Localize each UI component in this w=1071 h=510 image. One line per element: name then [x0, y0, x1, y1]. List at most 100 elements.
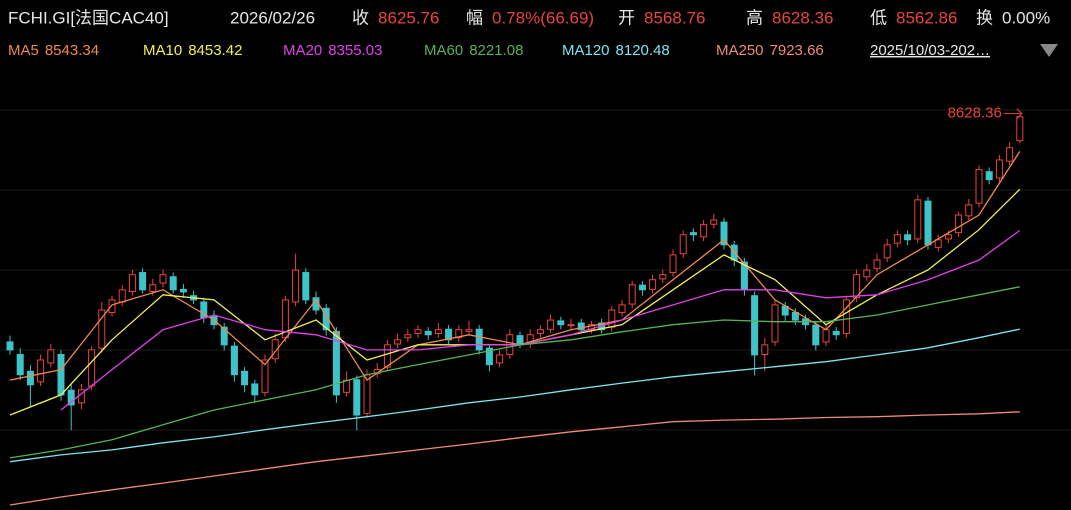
- candle-body: [271, 339, 279, 360]
- candle-body: [710, 219, 718, 225]
- ma-line: [9, 328, 1020, 463]
- quote-value: 0.78%(66.69): [492, 8, 594, 27]
- candle-body: [88, 349, 96, 387]
- high-annotation: 8628.36: [948, 105, 1002, 122]
- candle-body: [557, 320, 565, 326]
- candle-body: [955, 214, 963, 234]
- candle-body: [98, 309, 106, 349]
- candle-body: [383, 344, 391, 368]
- candle-body: [37, 359, 45, 383]
- candle-body: [832, 330, 840, 336]
- legend-name: MA250: [716, 42, 764, 59]
- candle-body: [414, 329, 422, 334]
- plot: 8628.36: [6, 105, 1024, 506]
- candle-body: [6, 341, 14, 351]
- candle-body: [292, 269, 300, 303]
- legend-value: 8453.42: [188, 42, 242, 59]
- candle-body: [914, 199, 922, 240]
- quote-label: 高: [746, 8, 763, 27]
- candle-body: [261, 359, 269, 393]
- candle-body: [577, 322, 585, 331]
- candle-body: [424, 330, 432, 336]
- candle-body: [455, 329, 463, 339]
- quote-value: 8562.86: [896, 8, 957, 27]
- candle-body: [220, 326, 228, 346]
- candle-body: [139, 272, 147, 291]
- candle-body: [445, 328, 453, 341]
- legend-name: MA10: [143, 42, 182, 59]
- candle-body: [516, 335, 524, 346]
- date: 2026/02/26: [230, 8, 315, 27]
- quote-value: 0.00%: [1002, 8, 1050, 27]
- candle-body: [771, 304, 779, 343]
- candle-body: [659, 274, 667, 280]
- candle-body: [434, 329, 442, 334]
- quote-label: 换: [976, 8, 993, 27]
- candle-body: [618, 304, 626, 313]
- candle-body: [975, 169, 983, 204]
- candle-body: [302, 272, 310, 301]
- legend-entry: MA250 7923.66: [716, 42, 824, 59]
- candle-body: [649, 279, 657, 290]
- legend-entry: MA60 8221.08: [424, 42, 523, 59]
- candle-body: [883, 244, 891, 259]
- candle-body: [251, 383, 259, 396]
- candle-body: [995, 159, 1003, 179]
- candle-body: [465, 329, 473, 332]
- legend-value: 8355.03: [328, 42, 382, 59]
- candle-body: [608, 309, 616, 328]
- legend-entry: MA120 8120.48: [562, 42, 670, 59]
- candle-body: [934, 239, 942, 248]
- candle-body: [720, 221, 728, 246]
- candle-body: [241, 370, 249, 386]
- candle-body: [628, 284, 636, 305]
- candle-body: [57, 354, 65, 396]
- legend-entry: MA5 8543.34: [8, 42, 99, 59]
- candle-body: [67, 389, 75, 406]
- candle-body: [159, 274, 167, 284]
- candle-body: [47, 349, 55, 364]
- candle-body: [536, 329, 544, 334]
- quote-label: 低: [870, 8, 887, 27]
- candle-body: [863, 269, 871, 278]
- candle-body: [394, 339, 402, 345]
- ma-line: [9, 411, 1020, 506]
- candle-body: [149, 284, 157, 292]
- legend-value: 8543.34: [45, 42, 99, 59]
- candle-body: [812, 324, 820, 346]
- candle-body: [761, 344, 769, 356]
- date-range[interactable]: 2025/10/03-202…: [870, 42, 990, 59]
- candle-body: [118, 289, 126, 303]
- candle-body: [567, 324, 575, 327]
- legend-name: MA20: [283, 42, 322, 59]
- candle-body: [700, 224, 708, 238]
- candle-body: [842, 299, 850, 334]
- legend-name: MA120: [562, 42, 610, 59]
- candle-body: [1006, 147, 1014, 162]
- legend-name: MA60: [424, 42, 463, 59]
- candle-body: [485, 347, 493, 366]
- candle-body: [924, 200, 932, 246]
- candle-body: [496, 354, 504, 364]
- dropdown-arrow[interactable]: [1040, 44, 1058, 57]
- candle-body: [751, 295, 759, 356]
- candle-body: [822, 329, 830, 343]
- candle-body: [404, 334, 412, 339]
- candle-body: [475, 328, 483, 351]
- quote-value: 8568.76: [644, 8, 705, 27]
- candle-body: [179, 288, 187, 293]
- quote-value: 8625.76: [378, 8, 439, 27]
- candle-body: [904, 234, 912, 241]
- quote-label: 开: [618, 8, 635, 27]
- candle-body: [1016, 116, 1024, 142]
- quote-label: 幅: [466, 8, 483, 27]
- candle-body: [108, 299, 116, 313]
- grid: [0, 109, 1071, 431]
- legend: MA5 8543.34 MA10 8453.42 MA20 8355.03 MA60 8221…: [8, 42, 824, 59]
- candle-body: [985, 171, 993, 181]
- legend-value: 8221.08: [469, 42, 523, 59]
- symbol: FCHI.GI[法国CAC40]: [8, 8, 169, 27]
- legend-name: MA5: [8, 42, 39, 59]
- candle-body: [547, 319, 555, 330]
